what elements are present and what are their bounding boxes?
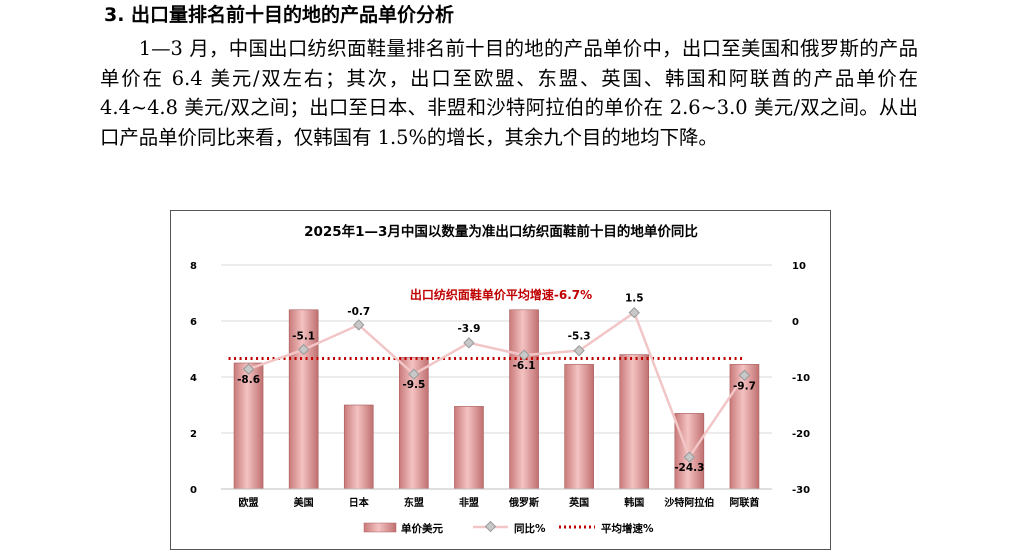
unit-price-chart: 2025年1—3月中国以数量为准出口纺织面鞋前十目的地单价同比 0 2 4 6 8 -3…	[190, 223, 810, 535]
category-label: 英国	[568, 496, 589, 509]
analysis-paragraph: 1—3 月，中国出口纺织面鞋量排名前十目的地的产品单价中，出口至美国和俄罗斯的产…	[100, 34, 918, 152]
bar	[619, 354, 650, 490]
bar	[454, 406, 484, 490]
y-left-tick-label: 8	[190, 261, 197, 272]
bar	[509, 309, 539, 490]
category-label: 东盟	[404, 496, 424, 509]
chart-frame: 2025年1—3月中国以数量为准出口纺织面鞋前十目的地单价同比 0 2 4 6 8 -3…	[170, 210, 831, 550]
yoy-data-label: -0.7	[347, 306, 370, 318]
legend-label-price: 单价美元	[401, 522, 443, 535]
legend-marker-yoy	[484, 520, 497, 533]
yoy-data-label: -6.1	[513, 360, 536, 372]
yoy-data-label: -8.6	[237, 374, 260, 386]
chart-title: 2025年1—3月中国以数量为准出口纺织面鞋前十目的地单价同比	[304, 223, 698, 240]
yoy-data-label: -5.3	[568, 331, 591, 343]
bar	[729, 364, 760, 490]
legend: 单价美元 同比% 平均增速%	[363, 520, 654, 535]
y-left-tick-label: 0	[190, 485, 197, 496]
category-label: 欧盟	[239, 496, 259, 509]
y-right-tick-label: -30	[792, 485, 810, 496]
yoy-data-label: -5.1	[292, 331, 315, 343]
bar	[233, 362, 264, 490]
yoy-marker	[408, 368, 420, 380]
y-right-tick-label: -10	[792, 373, 810, 384]
legend-label-avg: 平均增速%	[601, 522, 654, 535]
y-left-tick-label: 4	[190, 373, 197, 384]
paragraph-text: 1—3 月，中国出口纺织面鞋量排名前十目的地的产品单价中，出口至美国和俄罗斯的产…	[100, 37, 918, 149]
y-left-tick-label: 6	[190, 317, 197, 328]
category-label: 阿联酋	[729, 496, 759, 509]
category-label: 日本	[349, 496, 370, 509]
yoy-marker	[242, 363, 255, 375]
yoy-data-label: -9.7	[733, 380, 756, 392]
yoy-marker	[628, 306, 640, 319]
y-right-tick-label: 10	[792, 261, 806, 272]
yoy-marker	[573, 345, 585, 357]
yoy-data-label: -9.5	[402, 379, 425, 391]
yoy-marker	[683, 451, 696, 463]
y-left-tick-label: 2	[190, 429, 197, 440]
category-label: 俄罗斯	[508, 496, 539, 509]
yoy-marker	[738, 369, 751, 381]
yoy-data-label: 1.5	[625, 293, 644, 305]
yoy-line	[248, 310, 746, 460]
bar	[343, 404, 374, 490]
yoy-marker	[353, 319, 365, 331]
average-annotation: 出口纺织面鞋单价平均增速-6.7%	[410, 287, 592, 302]
section-heading: 3. 出口量排名前十目的地的产品单价分析	[104, 4, 455, 26]
category-label: 非盟	[459, 496, 479, 509]
bar	[674, 413, 705, 490]
bar	[564, 364, 594, 490]
category-label: 韩国	[624, 496, 644, 509]
yoy-marker	[297, 343, 310, 356]
category-label: 沙特阿拉伯	[664, 496, 714, 509]
legend-swatch-price	[363, 522, 397, 533]
yoy-marker	[463, 337, 475, 349]
yoy-marker	[518, 349, 530, 361]
y-right-tick-label: -20	[792, 429, 810, 440]
legend-label-yoy: 同比%	[514, 522, 546, 535]
yoy-data-label: -24.3	[674, 462, 704, 474]
yoy-data-label: -3.9	[457, 323, 480, 335]
category-label: 美国	[294, 496, 314, 509]
y-right-tick-label: 0	[792, 317, 799, 328]
